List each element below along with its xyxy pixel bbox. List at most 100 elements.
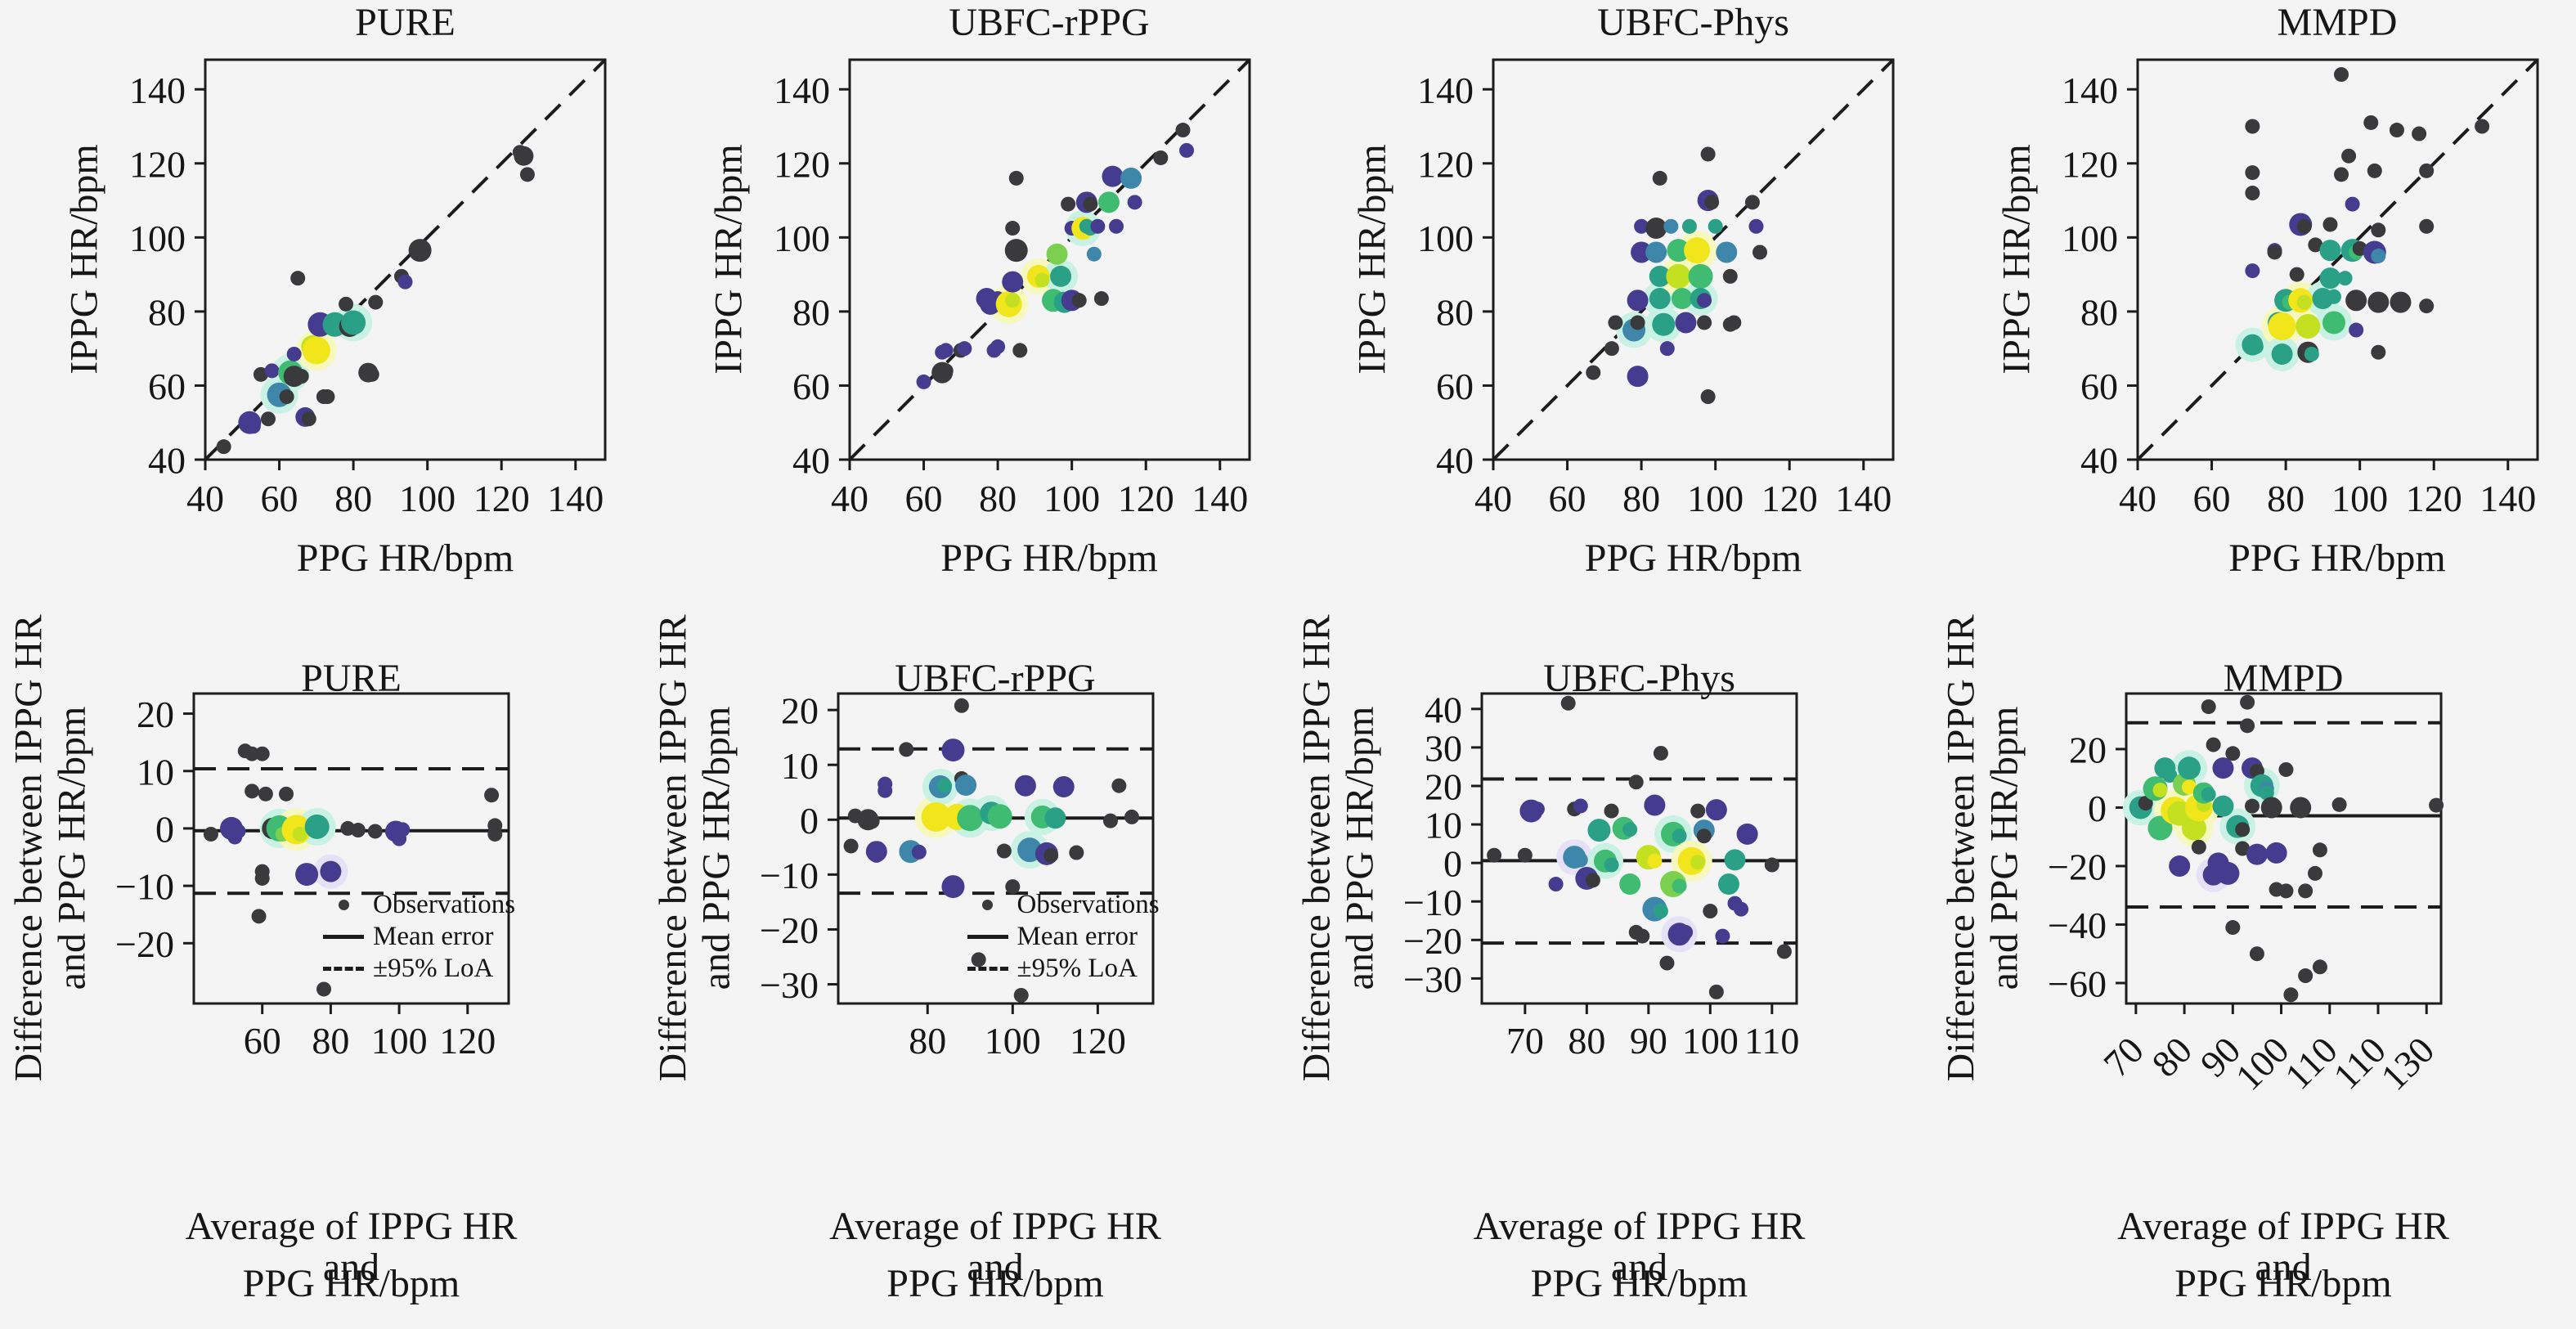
- panel-title: UBFC-rPPG: [949, 1, 1150, 44]
- panel-title: MMPD: [2223, 657, 2344, 700]
- mean-error-line-icon: [965, 935, 1011, 939]
- observations-dot-icon: [965, 900, 1011, 910]
- y-axis-label-line2: and PPG HR/bpm: [694, 706, 738, 990]
- svg-text:0: 0: [800, 800, 819, 842]
- svg-text:120: 120: [439, 1020, 496, 1062]
- plot-canvas-mmpd-scatter: 40 60 80 100 120 140 40 60 80 100 120 140: [2062, 58, 2538, 519]
- svg-text:100: 100: [1043, 478, 1100, 519]
- svg-text:−10: −10: [1403, 882, 1462, 923]
- legend-item-observations: Observations: [321, 889, 515, 921]
- svg-text:10: 10: [137, 751, 174, 792]
- svg-text:20: 20: [1425, 766, 1462, 808]
- y-axis-label-line2: and PPG HR/bpm: [50, 706, 94, 990]
- panel-title: MMPD: [2277, 1, 2398, 44]
- svg-text:100: 100: [774, 218, 830, 259]
- svg-text:40: 40: [148, 440, 186, 482]
- svg-text:10: 10: [1425, 805, 1462, 846]
- svg-text:80: 80: [1568, 1020, 1605, 1062]
- svg-text:140: 140: [2062, 70, 2118, 111]
- legend-label: Mean error: [373, 922, 494, 951]
- svg-text:−30: −30: [760, 964, 819, 1006]
- x-axis-label-line1: Average of IPPG HR and: [185, 1205, 518, 1289]
- panel-scatter-pure: 40 60 80 100 120 140 40 60 80 100 120 140 PURE IPPG…: [0, 0, 644, 662]
- y-axis-label-line1: Difference between IPPG HR: [1939, 614, 1982, 1082]
- svg-text:140: 140: [1835, 478, 1892, 519]
- svg-text:90: 90: [1630, 1020, 1667, 1062]
- bottom-row: 60 80 100 120 20 10 0 −10 −20 PURE Difference be…: [0, 615, 2576, 1329]
- x-axis-label: PPG HR/bpm: [296, 537, 514, 580]
- svg-text:120: 120: [1417, 143, 1474, 185]
- svg-text:120: 120: [2405, 478, 2462, 519]
- svg-text:−20: −20: [1403, 920, 1462, 962]
- svg-text:40: 40: [2080, 440, 2118, 482]
- svg-text:80: 80: [1622, 478, 1660, 519]
- svg-text:60: 60: [148, 366, 186, 407]
- svg-text:100: 100: [371, 1020, 428, 1062]
- panel-bland-altman-pure: 60 80 100 120 20 10 0 −10 −20 PURE Difference be…: [0, 615, 644, 1329]
- svg-text:140: 140: [129, 70, 186, 111]
- panel-title: UBFC-rPPG: [895, 657, 1096, 700]
- legend-item-observations: Observations: [965, 889, 1160, 921]
- x-axis-label-line2: PPG HR/bpm: [886, 1262, 1104, 1305]
- svg-text:70: 70: [2095, 1029, 2152, 1085]
- svg-text:100: 100: [984, 1020, 1040, 1062]
- svg-text:120: 120: [1761, 478, 1818, 519]
- legend-item-loa: ±95% LoA: [321, 953, 515, 985]
- svg-text:60: 60: [792, 366, 830, 407]
- loa-dashed-line-icon: [965, 967, 1011, 971]
- legend: Observations Mean error ±95% LoA: [321, 889, 515, 985]
- svg-text:60: 60: [904, 478, 942, 519]
- x-axis-label-line2: PPG HR/bpm: [2174, 1262, 2392, 1305]
- svg-text:40: 40: [2119, 478, 2156, 519]
- panel-bland-altman-ubfc-rppg: 80 100 120 20 10 0 −10 −20 −30 UBFC-rPPG Differe…: [644, 615, 1289, 1329]
- panel-scatter-mmpd: 40 60 80 100 120 140 40 60 80 100 120 140 MMPD IPPG…: [1932, 0, 2576, 662]
- svg-text:80: 80: [909, 1020, 946, 1062]
- svg-text:120: 120: [2062, 143, 2118, 185]
- svg-text:30: 30: [1425, 727, 1462, 769]
- svg-text:40: 40: [1436, 440, 1474, 482]
- loa-dashed-line-icon: [321, 967, 366, 971]
- y-axis-label-line2: and PPG HR/bpm: [1338, 706, 1382, 990]
- svg-text:80: 80: [2143, 1029, 2200, 1085]
- svg-text:130: 130: [2372, 1029, 2442, 1098]
- svg-text:120: 120: [473, 478, 530, 519]
- svg-text:−40: −40: [2048, 905, 2107, 946]
- svg-text:60: 60: [1436, 366, 1474, 407]
- svg-text:20: 20: [2069, 729, 2107, 770]
- svg-text:100: 100: [2331, 478, 2388, 519]
- panel-scatter-ubfc-phys: 40 60 80 100 120 140 40 60 80 100 120 140 UBFC-Phys…: [1288, 0, 1932, 662]
- legend-label: Observations: [1016, 890, 1160, 919]
- x-axis-label: PPG HR/bpm: [940, 537, 1158, 580]
- svg-text:60: 60: [1549, 478, 1586, 519]
- top-row: 40 60 80 100 120 140 40 60 80 100 120 140 PURE IPPG…: [0, 0, 2576, 662]
- svg-text:100: 100: [1687, 478, 1744, 519]
- svg-text:120: 120: [129, 143, 186, 185]
- svg-text:20: 20: [137, 694, 174, 735]
- x-axis-label: PPG HR/bpm: [2228, 537, 2446, 580]
- panel-bland-altman-ubfc-phys: 70 80 90 100 110 40 30 20 10 0 −10 −20 −30 UBFC-Phys…: [1288, 615, 1932, 1329]
- svg-text:−30: −30: [1403, 959, 1462, 1000]
- svg-text:60: 60: [2080, 366, 2118, 407]
- panel-bland-altman-mmpd: 70 80 90 100 110 110 130 20 0 −20 −40 −60 MMPD Diff…: [1932, 615, 2576, 1329]
- svg-text:80: 80: [312, 1020, 349, 1062]
- svg-text:120: 120: [1069, 1020, 1125, 1062]
- y-axis-label: IPPG HR/bpm: [1995, 144, 2038, 375]
- svg-text:40: 40: [1425, 689, 1462, 730]
- legend-label: ±95% LoA: [373, 954, 494, 983]
- svg-text:20: 20: [781, 690, 819, 732]
- svg-text:140: 140: [1417, 70, 1474, 111]
- plot-canvas-ubfc-phys-scatter: 40 60 80 100 120 140 40 60 80 100 120 140: [1417, 58, 1895, 519]
- svg-text:10: 10: [781, 745, 819, 787]
- y-axis-label-line1: Difference between IPPG HR: [651, 614, 694, 1082]
- y-axis-label: IPPG HR/bpm: [62, 144, 106, 375]
- legend-item-loa: ±95% LoA: [965, 953, 1160, 985]
- svg-text:−20: −20: [2048, 846, 2107, 888]
- svg-text:100: 100: [2062, 218, 2118, 259]
- svg-text:40: 40: [186, 478, 224, 519]
- x-axis-label-line1: Average of IPPG HR and: [829, 1205, 1161, 1289]
- legend-item-mean-error: Mean error: [321, 921, 515, 953]
- svg-text:140: 140: [774, 70, 830, 111]
- svg-text:−20: −20: [115, 923, 174, 965]
